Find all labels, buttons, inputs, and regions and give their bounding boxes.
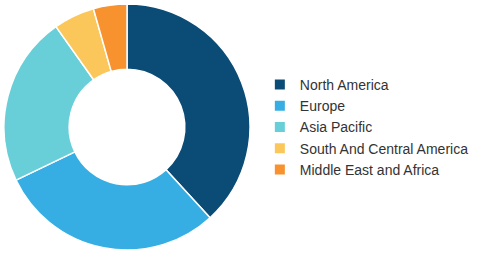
svg-text:North America: North America (300, 77, 389, 93)
svg-text:Europe: Europe (300, 98, 345, 114)
svg-text:South And Central America: South And Central America (300, 141, 468, 157)
svg-text:Asia Pacific: Asia Pacific (300, 119, 372, 135)
svg-text:Middle East and Africa: Middle East and Africa (300, 162, 440, 178)
